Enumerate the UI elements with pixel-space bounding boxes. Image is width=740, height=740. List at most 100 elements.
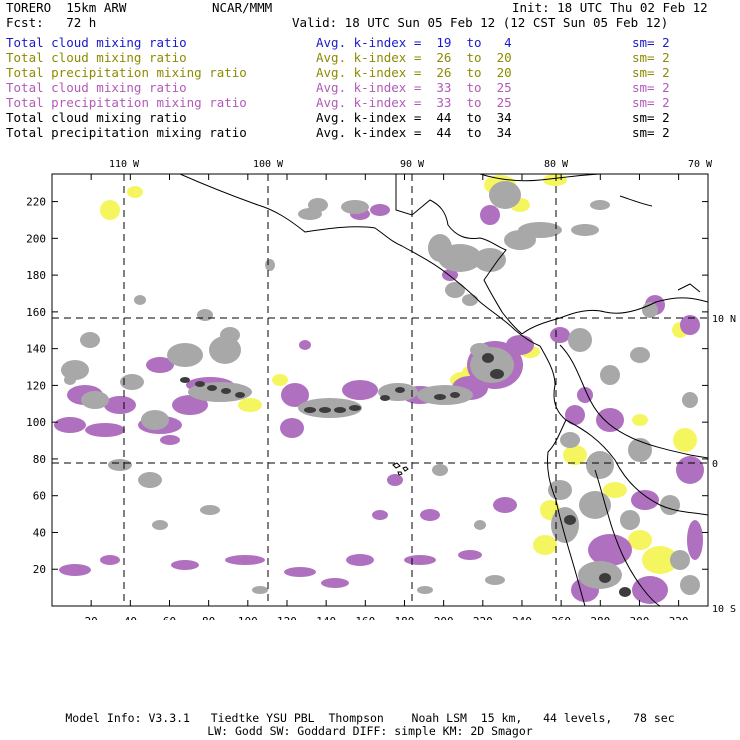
cloud-core [482, 353, 494, 363]
precip-area [104, 396, 136, 414]
precip-area [458, 550, 482, 560]
cloud-core [319, 407, 331, 413]
graticule [52, 174, 708, 606]
legend-field: Total precipitation mixing ratio [6, 95, 247, 110]
y-tick-label: 140 [26, 343, 46, 356]
cloud-area [474, 248, 506, 272]
legend-smoothing: sm= 2 [632, 125, 670, 140]
x-tick-label: 280 [590, 615, 610, 620]
legend-kindex: Avg. k-index = 26 to 20 [316, 50, 512, 65]
y-tick-label: 180 [26, 269, 46, 282]
cloud-area [81, 391, 109, 409]
legend-smoothing: sm= 2 [632, 35, 670, 50]
model-title: TORERO 15km ARW [6, 0, 127, 15]
y-tick-label: 100 [26, 416, 46, 429]
precip-area [299, 340, 311, 350]
cloud-core [304, 407, 316, 413]
lon-label: 80 W [544, 159, 569, 170]
cloud-area [252, 586, 268, 594]
cloud-core [619, 587, 631, 597]
cloud-area [417, 586, 433, 594]
precip-area [404, 555, 436, 565]
x-tick-label: 260 [551, 615, 571, 620]
lat-label: 10 N [712, 314, 736, 325]
coastline [521, 297, 708, 335]
y-tick-label: 80 [33, 453, 46, 466]
cloud-core [564, 515, 576, 525]
cloud-area [474, 520, 486, 530]
y-tick-label: 220 [26, 196, 46, 209]
cloud-area [134, 295, 146, 305]
model-info: Model Info: V3.3.1 Tiedtke YSU PBL Thomp… [65, 711, 675, 725]
cloud-area [120, 374, 144, 390]
y-tick-label: 120 [26, 379, 46, 392]
precip-light-area [272, 374, 288, 386]
lon-label: 70 W [688, 159, 713, 170]
precip-area [588, 534, 632, 566]
cloud-area [265, 259, 275, 271]
x-tick-label: 120 [277, 615, 297, 620]
legend-kindex: Avg. k-index = 19 to 4 [316, 35, 512, 50]
y-tick-label: 160 [26, 306, 46, 319]
y-tick-label: 40 [33, 526, 46, 539]
cloud-area [568, 328, 592, 352]
legend-smoothing: sm= 2 [632, 65, 670, 80]
axis-ticks: 2040608010012014016018020022024026028030… [26, 159, 736, 620]
precip-light-area [642, 546, 678, 574]
cloud-area [209, 336, 241, 364]
cloud-core [207, 385, 217, 391]
x-tick-label: 140 [316, 615, 336, 620]
x-tick-label: 60 [163, 615, 176, 620]
legend-smoothing: sm= 2 [632, 80, 670, 95]
precip-area [370, 204, 390, 216]
cloud-area [138, 472, 162, 488]
cloud-area [417, 385, 473, 405]
map-frame [51, 173, 709, 607]
precip-area [676, 456, 704, 484]
precip-light-area [603, 482, 627, 498]
precip-area [59, 564, 91, 576]
coastline [179, 174, 541, 347]
precip-area [160, 435, 180, 445]
boundary [402, 466, 409, 472]
boundary [392, 462, 401, 469]
boundary [397, 471, 403, 476]
legend-field: Total cloud mixing ratio [6, 35, 187, 50]
precip-light-area [127, 186, 143, 198]
lat-label: 10 S [712, 604, 736, 615]
precip-area [100, 555, 120, 565]
cloud-area [152, 520, 168, 530]
precip-area [346, 554, 374, 566]
precip-light-area [632, 414, 648, 426]
legend-kindex: Avg. k-index = 33 to 25 [316, 80, 512, 95]
cloud-core [450, 392, 460, 398]
precip-light-area [543, 174, 567, 186]
precip-area [54, 417, 86, 433]
lon-label: 100 W [253, 159, 284, 170]
cloud-area [470, 343, 490, 357]
cloud-area [586, 451, 614, 479]
cloud-area [341, 200, 369, 214]
cloud-core [490, 369, 504, 379]
x-tick-label: 320 [669, 615, 689, 620]
legend-kindex: Avg. k-index = 44 to 34 [316, 125, 512, 140]
legend-kindex: Avg. k-index = 33 to 25 [316, 95, 512, 110]
field-layer [54, 174, 704, 604]
lat-label: 0 [712, 459, 718, 470]
cloud-area [518, 222, 562, 238]
cloud-core [395, 387, 405, 393]
precip-area [280, 418, 304, 438]
cloud-area [579, 491, 611, 519]
precip-area [506, 335, 534, 355]
cloud-area [670, 550, 690, 570]
x-tick-label: 160 [355, 615, 375, 620]
legend-field: Total cloud mixing ratio [6, 110, 187, 125]
map-panel: 2040608010012014016018020022024026028030… [26, 159, 736, 620]
init-time: Init: 18 UTC Thu 02 Feb 12 [512, 0, 708, 15]
precip-area [85, 423, 125, 437]
boundary [619, 195, 653, 207]
legend-field: Total cloud mixing ratio [6, 50, 187, 65]
y-tick-label: 20 [33, 563, 46, 576]
cloud-area [141, 410, 169, 430]
precip-area [680, 315, 700, 335]
